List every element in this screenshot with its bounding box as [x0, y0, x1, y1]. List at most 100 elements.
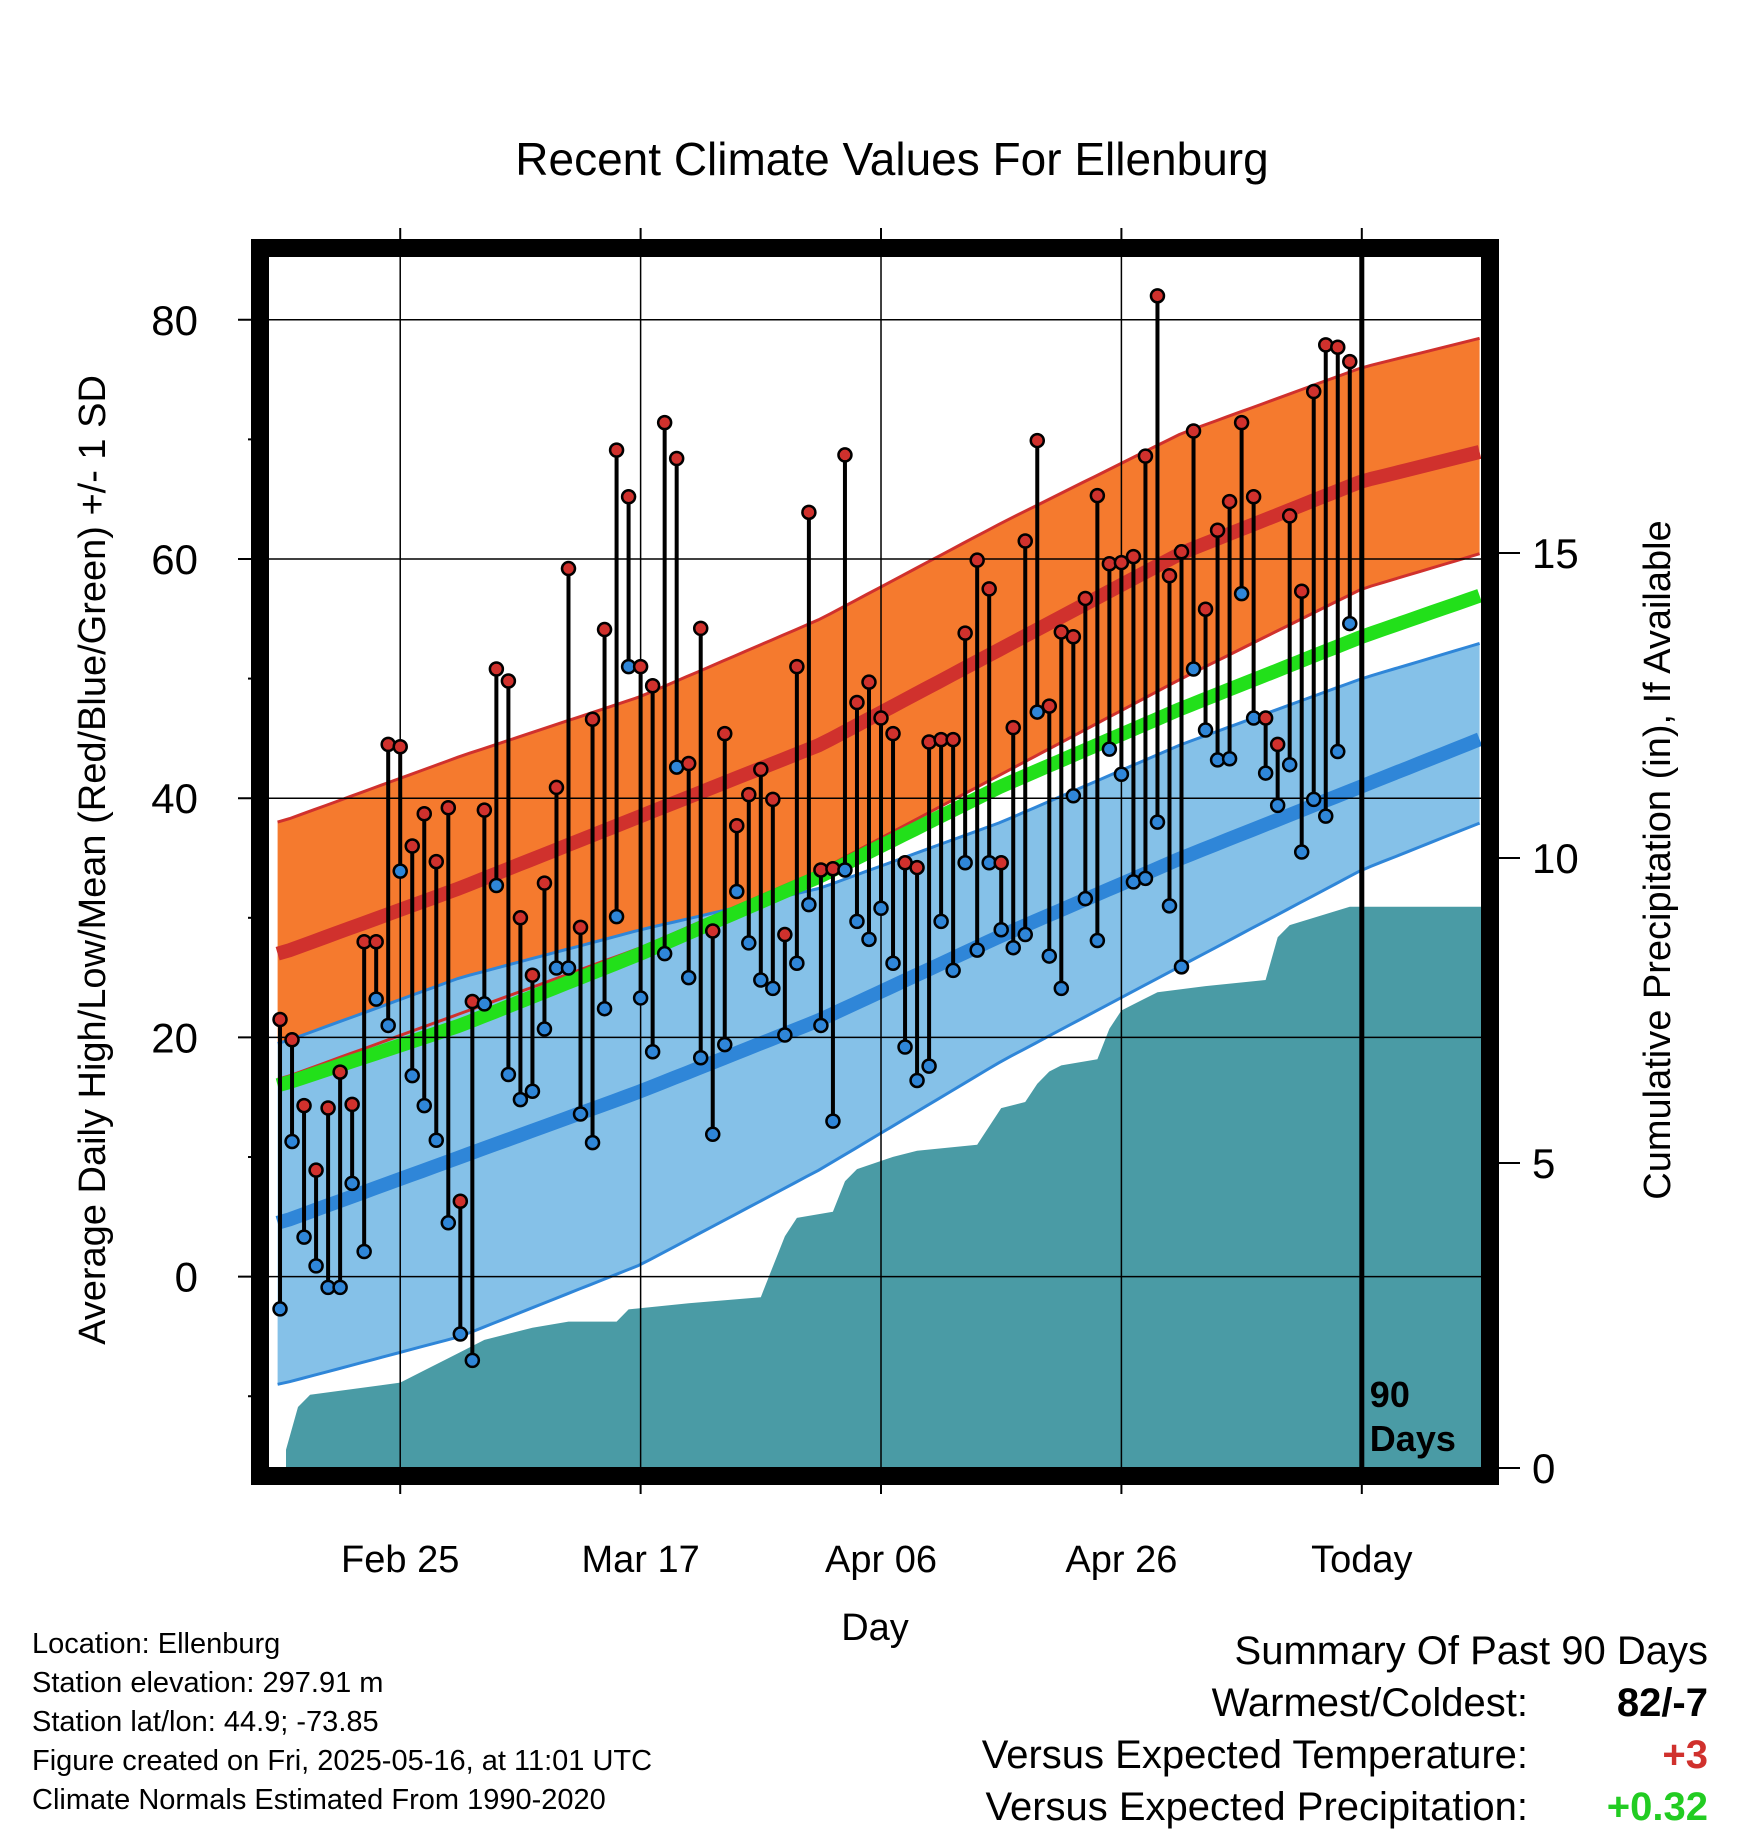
high-upper-line	[277, 336, 1480, 824]
daily-high-point	[861, 674, 877, 690]
x-tick-label: Apr 06	[825, 1539, 937, 1581]
daily-low-point	[1293, 844, 1310, 860]
daily-low-point	[1330, 743, 1346, 760]
precip-label: Versus Expected Precipitation:	[985, 1785, 1528, 1829]
daily-high-point	[1293, 583, 1310, 600]
daily-low-point	[1173, 959, 1190, 975]
daily-high-point	[332, 1064, 348, 1080]
daily-low-point	[909, 1072, 925, 1089]
precipitation-area	[286, 906, 1482, 1468]
daily-high-point	[1029, 432, 1046, 449]
daily-low-point	[1161, 898, 1178, 914]
daily-high-point	[464, 993, 481, 1010]
daily-high-point	[1149, 288, 1166, 304]
daily-high-point	[873, 710, 889, 726]
daily-high-point	[440, 800, 457, 816]
daily-low-point	[1317, 808, 1334, 824]
daily-low-point	[452, 1326, 469, 1342]
created-text: Figure created on Fri, 2025-05-16, at 11…	[32, 1745, 653, 1777]
latlon-text: Station lat/lon: 44.9; -73.85	[32, 1706, 379, 1738]
y-tick-label: 0	[175, 1254, 198, 1301]
daily-low-point	[500, 1066, 517, 1083]
daily-low-point	[717, 1036, 733, 1053]
precip-value: +0.32	[1606, 1785, 1708, 1829]
daily-high-point	[596, 621, 613, 638]
daily-low-point	[1257, 765, 1274, 781]
daily-high-point	[344, 1096, 360, 1113]
daily-low-point	[885, 955, 901, 972]
daily-low-point	[272, 1301, 288, 1317]
warmest-row: Warmest/Coldest: 82/-7	[982, 1677, 1708, 1729]
daily-high-point	[993, 855, 1009, 871]
temp-label: Versus Expected Temperature:	[981, 1733, 1528, 1777]
daily-low-point	[1089, 932, 1106, 949]
daily-low-point	[392, 863, 408, 879]
normal-low-line	[275, 732, 1483, 1230]
daily-low-point	[1113, 766, 1130, 783]
daily-low-point	[849, 913, 865, 930]
daily-high-point	[488, 661, 505, 677]
daily-low-point	[1077, 890, 1094, 907]
daily-low-point	[993, 922, 1009, 938]
daily-high-point	[1305, 383, 1322, 400]
precip-row: Versus Expected Precipitation: +0.32	[982, 1781, 1708, 1833]
daily-low-point	[1017, 926, 1033, 943]
daily-low-point	[1185, 661, 1202, 677]
daily-low-point	[1101, 741, 1118, 757]
daily-low-point	[656, 945, 673, 962]
elevation-text: Station elevation: 297.91 m	[32, 1667, 384, 1699]
x-tick-label: Mar 17	[581, 1539, 699, 1581]
daily-low-point	[1233, 585, 1250, 602]
daily-low-point	[741, 935, 757, 951]
daily-low-point	[921, 1058, 937, 1074]
y2-tick-label: 15	[1532, 530, 1579, 577]
precipitation-area-layer	[286, 906, 1482, 1468]
location-text: Location: Ellenburg	[32, 1628, 281, 1660]
daily-high-point	[1125, 548, 1142, 565]
low-upper-line	[277, 641, 1481, 1045]
daily-high-point	[981, 581, 997, 597]
today-days-number: 90	[1370, 1374, 1410, 1415]
plot-frame	[251, 239, 1499, 1485]
daily-low-point	[753, 972, 769, 988]
daily-high-point	[692, 620, 709, 637]
daily-high-point	[272, 1011, 288, 1028]
daily-low-point	[789, 955, 805, 972]
daily-low-point	[861, 931, 877, 948]
y2-tick-label: 0	[1532, 1445, 1555, 1492]
daily-low-point	[632, 990, 649, 1006]
daily-high-point	[608, 442, 625, 458]
today-days-word: Days	[1370, 1418, 1456, 1459]
warmest-value: 82/-7	[1616, 1681, 1708, 1725]
daily-low-point	[897, 1039, 913, 1055]
daily-low-point	[1149, 814, 1166, 830]
daily-low-point	[608, 908, 625, 925]
daily-high-point	[1342, 353, 1358, 370]
daily-low-point	[1197, 722, 1214, 738]
daily-low-point	[332, 1279, 348, 1296]
temp-row: Versus Expected Temperature: +3	[982, 1729, 1708, 1781]
daily-low-point	[1053, 980, 1070, 997]
daily-low-point	[1005, 939, 1021, 956]
daily-high-point	[945, 731, 961, 748]
chart-title: Recent Climate Values For Ellenburg	[515, 133, 1268, 185]
axis-ticks-layer: Feb 25 Mar 17 Apr 06 Apr 26 Today 0 20 40 60 80 0 5…	[151, 228, 1579, 1581]
daily-high-point	[1161, 567, 1178, 584]
plot-area	[260, 248, 1490, 1476]
daily-high-point	[849, 694, 865, 711]
y2-tick-label: 10	[1532, 835, 1579, 882]
daily-low-point	[825, 1113, 841, 1129]
daily-low-point	[1221, 750, 1238, 767]
daily-high-point	[1041, 698, 1058, 714]
daily-low-point	[596, 1000, 613, 1017]
daily-low-point	[404, 1067, 420, 1084]
daily-low-point	[380, 1017, 396, 1034]
daily-high-point	[1173, 544, 1190, 560]
daily-high-point	[284, 1032, 300, 1048]
daily-high-point	[1197, 601, 1214, 617]
daily-low-point	[1137, 870, 1154, 887]
daily-high-point	[1209, 522, 1226, 539]
daily-low-point	[1342, 615, 1358, 632]
daily-high-point	[789, 658, 805, 675]
daily-low-point	[765, 980, 781, 997]
